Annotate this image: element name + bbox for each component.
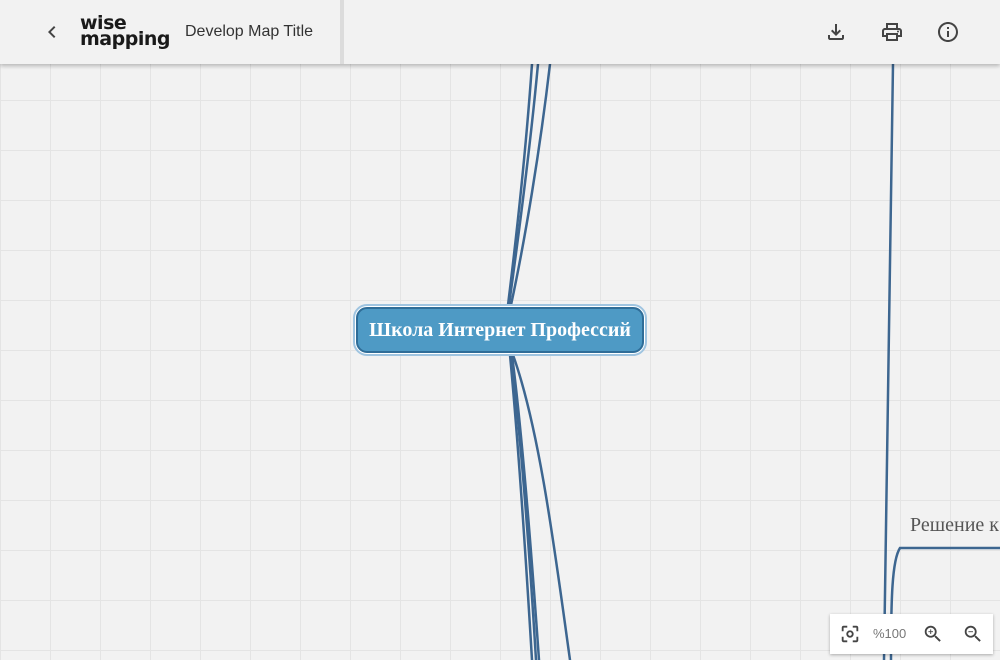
logo-line-2: mapping — [80, 28, 170, 50]
wisemapping-logo[interactable]: wise mapping — [80, 12, 170, 50]
chevron-left-icon — [48, 26, 56, 38]
center-focus-icon — [841, 625, 859, 643]
zoom-out-button[interactable] — [961, 622, 985, 646]
app-header: wise mapping Develop Map Title — [0, 0, 1000, 64]
zoom-panel: %100 — [830, 614, 993, 654]
map-title[interactable]: Develop Map Title — [185, 23, 314, 40]
back-button[interactable] — [32, 12, 72, 52]
central-topic-body: Школа Интернет Профессий — [356, 307, 644, 353]
zoom-in-button[interactable] — [921, 622, 945, 646]
central-topic-label: Школа Интернет Профессий — [369, 318, 631, 341]
download-icon — [828, 24, 844, 40]
header-divider — [340, 0, 344, 64]
logo-line-1: wise — [80, 12, 127, 34]
connection-line — [506, 62, 534, 307]
zoom-level: %100 — [873, 626, 907, 641]
connection-line — [511, 353, 572, 660]
fit-to-center-button[interactable] — [838, 622, 862, 646]
info-button[interactable] — [928, 12, 968, 52]
info-icon — [938, 22, 958, 42]
connection-line — [507, 62, 540, 307]
side-topic-label[interactable]: Решение к — [910, 514, 1000, 536]
central-topic[interactable]: Школа Интернет Профессий — [353, 304, 647, 356]
connection-line — [508, 353, 534, 660]
connection-line — [509, 353, 538, 660]
zoom-in-icon — [924, 625, 941, 642]
connection-line — [509, 62, 552, 307]
print-button[interactable] — [872, 12, 912, 52]
connection-line — [882, 62, 895, 660]
printer-icon — [882, 23, 902, 41]
download-button[interactable] — [816, 12, 856, 52]
zoom-out-icon — [964, 625, 981, 642]
connection-line — [510, 353, 541, 660]
